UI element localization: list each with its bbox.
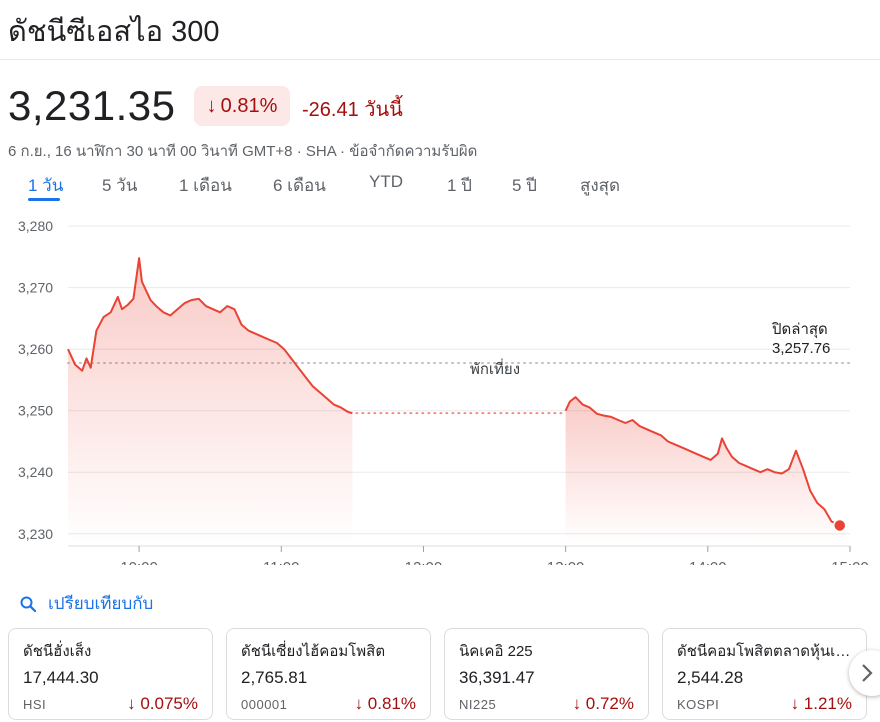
change-percent-badge: ↓ 0.81% xyxy=(194,86,290,126)
card-value: 2,765.81 xyxy=(241,668,308,687)
price-meta: 6 ก.ย., 16 นาฬิกา 30 นาที 00 วินาที GMT+… xyxy=(8,143,478,160)
search-icon xyxy=(20,596,36,612)
morning-session-line xyxy=(67,257,353,415)
card-value: 17,444.30 xyxy=(23,668,99,687)
y-tick-label: 3,280 xyxy=(18,218,53,234)
card-change: ↓ 0.72% xyxy=(573,694,634,714)
arrow-down-icon: ↓ xyxy=(206,94,217,117)
active-tab-indicator xyxy=(28,198,60,201)
compare-button[interactable]: เปรียบเทียบกับ xyxy=(20,590,153,617)
x-tick-label: 15:00 xyxy=(831,559,869,565)
x-tick-label: 13:00 xyxy=(547,559,585,565)
compare-card-000001[interactable]: ดัชนีเซี่ยงไฮ้คอมโพสิต 2,765.81 000001 ↓… xyxy=(226,628,431,720)
previous-close-label: ปิดล่าสุด xyxy=(771,321,828,339)
tab-max[interactable]: สูงสุด xyxy=(580,176,621,195)
y-tick-label: 3,250 xyxy=(18,403,53,419)
card-name: ดัชนีคอมโพสิตตลาดหุ้นเกาหลี xyxy=(677,643,857,660)
card-name: ดัชนีฮั่งเส็ง xyxy=(23,643,92,660)
arrow-down-icon: ↓ xyxy=(127,694,136,713)
tab-5-days[interactable]: 5 วัน xyxy=(102,176,138,195)
last-price-marker xyxy=(832,518,847,533)
previous-close-value: 3,257.76 xyxy=(772,340,830,357)
afternoon-session-line xyxy=(564,396,846,527)
tab-1-month[interactable]: 1 เดือน xyxy=(179,176,232,195)
current-price: 3,231.35 xyxy=(8,82,176,129)
tab-1-day[interactable]: 1 วัน xyxy=(28,176,64,195)
card-ticker: NI225 xyxy=(459,697,497,712)
y-tick-label: 3,230 xyxy=(18,526,53,542)
card-value: 2,544.28 xyxy=(677,668,744,687)
compare-card-ni225[interactable]: นิคเคอิ 225 36,391.47 NI225 ↓ 0.72% xyxy=(444,628,649,720)
card-change: ↓ 0.81% xyxy=(355,694,416,714)
tab-1-year[interactable]: 1 ปี xyxy=(447,176,472,195)
page-title: ดัชนีซีเอสไอ 300 xyxy=(8,16,220,48)
next-cards-button[interactable] xyxy=(849,650,880,696)
compare-card-hsi[interactable]: ดัชนีฮั่งเส็ง 17,444.30 HSI ↓ 0.075% xyxy=(8,628,213,720)
y-tick-label: 3,240 xyxy=(18,464,53,480)
x-tick-label: 10:00 xyxy=(120,559,158,565)
afternoon-session-area xyxy=(565,397,846,543)
price-chart[interactable]: 3,230 3,240 3,250 3,260 3,270 3,280 10:00 11:00… xyxy=(0,215,880,565)
card-value: 36,391.47 xyxy=(459,668,535,687)
tab-6-months[interactable]: 6 เดือน xyxy=(273,176,326,195)
card-change: ↓ 0.075% xyxy=(127,694,198,714)
card-change-value: 0.075% xyxy=(140,694,198,713)
card-change-value: 0.72% xyxy=(585,694,634,713)
tab-5-years[interactable]: 5 ปี xyxy=(512,176,537,195)
compare-label: เปรียบเทียบกับ xyxy=(48,594,154,613)
arrow-down-icon: ↓ xyxy=(572,694,582,713)
chevron-right-icon xyxy=(862,664,873,682)
lunch-break-label: พักเที่ยง xyxy=(470,358,520,378)
tab-ytd[interactable]: YTD xyxy=(369,172,403,191)
card-ticker: 000001 xyxy=(241,697,288,712)
x-tick-label: 11:00 xyxy=(263,559,299,565)
card-name: นิคเคอิ 225 xyxy=(459,643,533,660)
compare-card-kospi[interactable]: ดัชนีคอมโพสิตตลาดหุ้นเกาหลี 2,544.28 KOS… xyxy=(662,628,867,720)
card-ticker: HSI xyxy=(23,697,47,712)
change-absolute: -26.41 วันนี้ xyxy=(302,99,403,121)
arrow-down-icon: ↓ xyxy=(790,694,800,713)
x-tick-label: 14:00 xyxy=(689,559,727,565)
card-name: ดัชนีเซี่ยงไฮ้คอมโพสิต xyxy=(241,643,386,660)
card-change-value: 1.21% xyxy=(803,694,852,713)
y-tick-label: 3,260 xyxy=(18,341,53,357)
card-ticker: KOSPI xyxy=(677,697,720,712)
arrow-down-icon: ↓ xyxy=(354,694,364,713)
card-change-value: 0.81% xyxy=(367,694,416,713)
x-tick-label: 12:00 xyxy=(405,559,443,565)
card-change: ↓ 1.21% xyxy=(791,694,852,714)
change-percent: 0.81% xyxy=(220,94,278,117)
header-divider xyxy=(0,59,880,60)
morning-session-area xyxy=(68,258,353,543)
y-tick-label: 3,270 xyxy=(18,280,53,296)
